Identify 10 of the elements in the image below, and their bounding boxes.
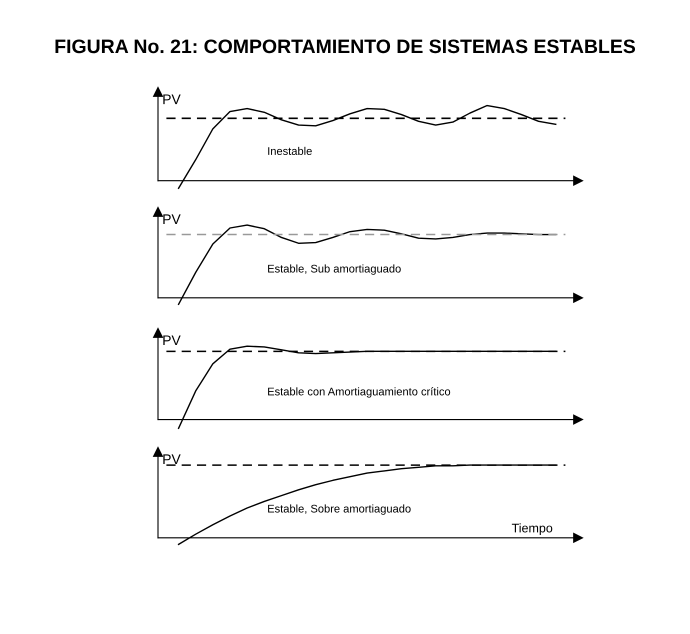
y-axis-title: PV — [163, 214, 181, 224]
annotation: Estable, Sobre amortiaguado — [268, 504, 411, 515]
chart-title: FIGURA No. 21: COMPORTAMIENTO DE SISTEMAS ESTABLES — [56, 39, 636, 54]
x-axis-title: Tiempo — [512, 523, 552, 535]
y-axis-title: PV — [163, 335, 181, 346]
annotation: Estable, Sub amortiaguado — [268, 264, 401, 275]
annotation: Inestable — [268, 146, 312, 155]
y-axis-title: PV — [163, 454, 181, 464]
y-axis-title: PV — [163, 94, 181, 104]
annotation: Estable con Amortiaguamiento crítico — [268, 387, 450, 398]
